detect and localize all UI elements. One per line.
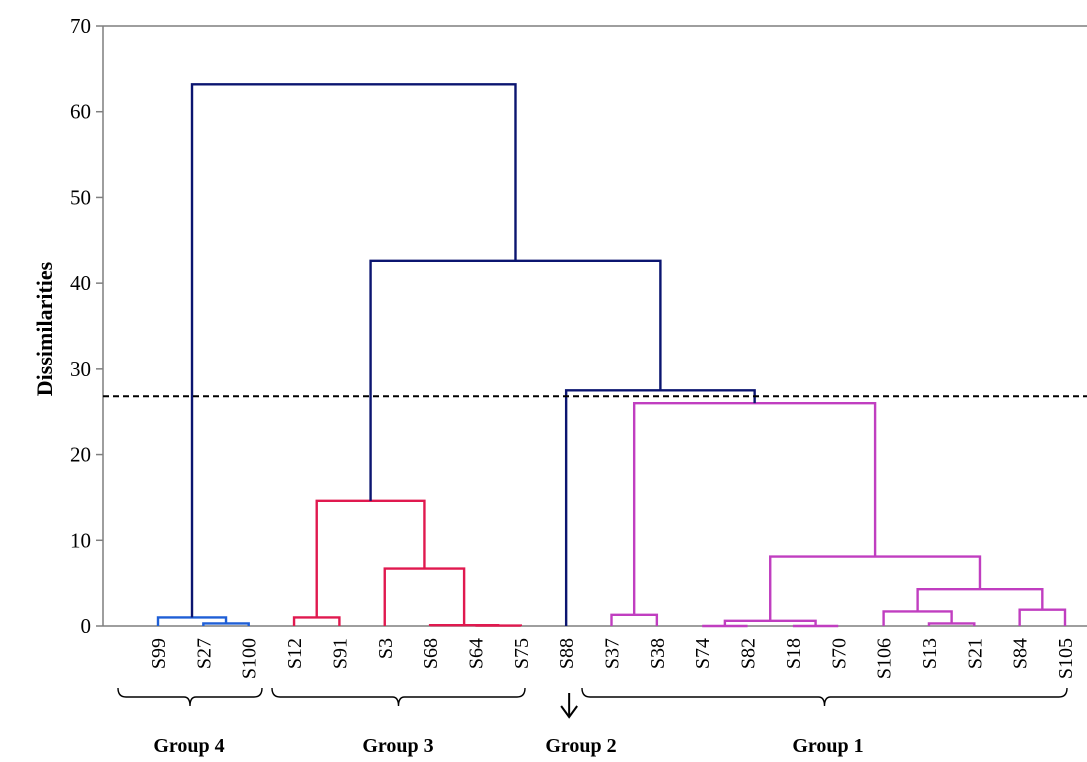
leaf-label: S12 [284,638,306,669]
dendrogram-link [612,615,657,626]
leaf-label: S74 [692,638,714,669]
leaf-label: S37 [602,638,624,669]
dendrogram-link [158,617,226,626]
group-1-brace [582,688,1067,706]
dendrogram-link [918,589,1043,611]
leaf-label: S64 [465,638,487,669]
group-4-brace [118,688,262,706]
group-label-4: Group 4 [153,735,224,757]
leaf-label: S68 [420,638,442,669]
leaf-label: S13 [919,638,941,669]
dendrogram-link [371,261,661,501]
leaf-label: S75 [511,638,533,669]
group-label-2: Group 2 [545,735,616,757]
y-axis-ticks: 0 10 20 30 40 50 60 70 [70,14,103,638]
axes [103,26,1087,626]
y-axis-label: Dissimilarities [32,261,57,396]
dendrogram-link [430,625,498,626]
leaf-label: S70 [828,638,850,669]
leaf-label: S27 [193,638,215,669]
dendrogram-link [566,390,754,626]
leaf-label: S105 [1055,638,1077,679]
y-tick-label: 0 [81,614,92,638]
leaf-label: S99 [148,638,170,669]
leaf-label: S3 [375,638,397,659]
group-label-3: Group 3 [362,735,433,757]
dendrogram-link [1020,610,1065,626]
dendrogram-link [317,501,425,618]
dendrogram-link [294,617,339,626]
y-tick-label: 20 [70,443,91,467]
dendrogram-link [192,84,515,617]
leaf-label: S18 [783,638,805,669]
y-tick-label: 60 [70,100,91,124]
leaf-label: S21 [964,638,986,669]
y-tick-label: 40 [70,271,91,295]
leaf-label: S84 [1010,638,1032,669]
leaf-label: S82 [738,638,760,669]
leaf-label: S91 [329,638,351,669]
y-tick-label: 50 [70,185,91,209]
leaf-label: S88 [556,638,578,669]
y-tick-label: 10 [70,528,91,552]
dendrogram-links [158,84,1065,626]
group-3-brace [272,688,525,706]
leaf-labels: S99 S27 S100 S12 S91 S3 S68 S64 S75 S88 S37 S38 S74 S… [148,638,1077,679]
leaf-label: S38 [647,638,669,669]
leaf-label: S100 [239,638,261,679]
y-tick-label: 70 [70,14,91,38]
dendrogram-link [634,403,875,615]
leaf-label: S106 [874,638,896,679]
group-label-1: Group 1 [792,735,863,757]
y-tick-label: 30 [70,357,91,381]
group-braces [118,688,1067,717]
dendrogram-link [385,569,464,626]
